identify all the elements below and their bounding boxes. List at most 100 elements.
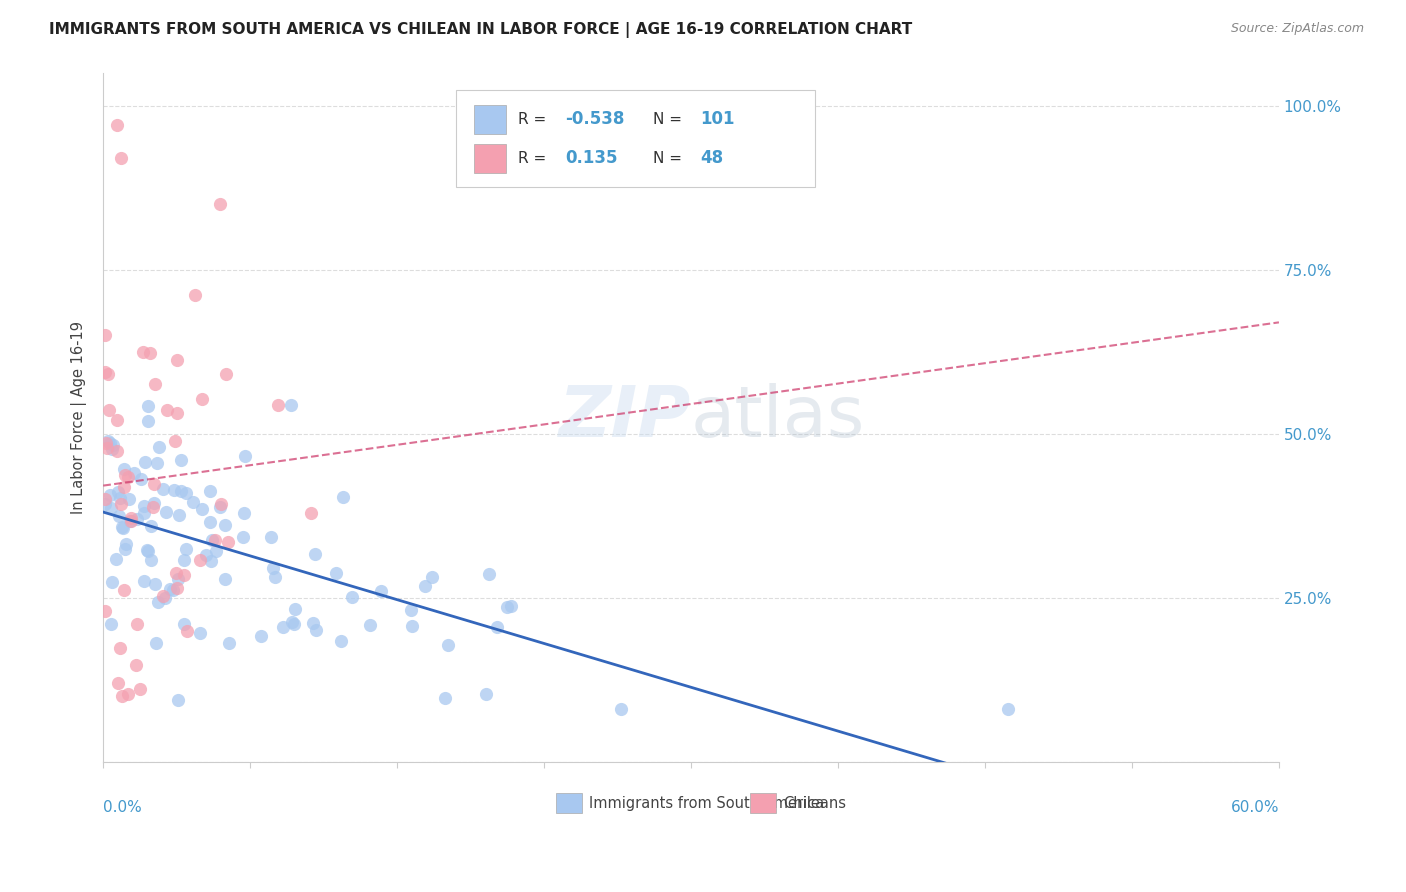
Point <box>129 473 152 487</box>
Point <box>166 582 188 596</box>
Point <box>143 496 166 510</box>
Text: 0.135: 0.135 <box>565 149 617 168</box>
Point <box>94 604 117 618</box>
FancyBboxPatch shape <box>456 90 814 186</box>
Point <box>215 368 238 382</box>
Text: 0.0%: 0.0% <box>103 799 142 814</box>
Point <box>205 544 228 558</box>
Point <box>304 547 326 561</box>
Point <box>117 492 139 507</box>
Point <box>284 602 307 616</box>
Point <box>194 548 217 562</box>
Point <box>159 582 181 597</box>
Point <box>198 515 221 529</box>
Point <box>271 620 294 634</box>
Text: R =: R = <box>519 112 551 127</box>
Point <box>233 449 256 463</box>
Text: atlas: atlas <box>692 383 866 452</box>
Point <box>260 530 283 544</box>
Point <box>165 566 187 581</box>
Text: Chileans: Chileans <box>783 796 846 811</box>
Point <box>208 500 231 514</box>
Point <box>132 499 155 513</box>
Point <box>118 514 141 528</box>
Point <box>139 553 162 567</box>
Text: 60.0%: 60.0% <box>1230 799 1279 814</box>
Point <box>155 591 177 605</box>
FancyBboxPatch shape <box>749 793 776 814</box>
Point <box>105 444 128 458</box>
Point <box>114 480 136 494</box>
Point <box>166 406 188 420</box>
Point <box>101 442 124 456</box>
Point <box>200 483 222 498</box>
Point <box>132 345 155 359</box>
Point <box>156 402 179 417</box>
Point <box>138 413 160 427</box>
Point <box>143 377 166 392</box>
Point <box>173 568 195 582</box>
Point <box>501 599 523 614</box>
Text: N =: N = <box>654 151 688 166</box>
Point <box>475 687 498 701</box>
Point <box>329 633 352 648</box>
Point <box>262 561 284 575</box>
Point <box>117 469 139 483</box>
Point <box>176 624 198 638</box>
Text: -0.538: -0.538 <box>565 110 624 128</box>
Point <box>100 501 122 516</box>
Point <box>105 413 128 427</box>
Point <box>174 486 197 500</box>
Point <box>191 502 214 516</box>
Point <box>127 512 149 526</box>
Point <box>209 497 232 511</box>
Point <box>232 530 254 544</box>
Point <box>145 636 167 650</box>
Point <box>340 591 363 605</box>
Point <box>359 617 381 632</box>
Point <box>170 483 193 498</box>
Point <box>100 616 122 631</box>
FancyBboxPatch shape <box>474 144 506 173</box>
Point <box>146 456 169 470</box>
Point <box>267 398 290 412</box>
Point <box>97 403 120 417</box>
Text: 48: 48 <box>700 149 724 168</box>
Text: IMMIGRANTS FROM SOUTH AMERICA VS CHILEAN IN LABOR FORCE | AGE 16-19 CORRELATION : IMMIGRANTS FROM SOUTH AMERICA VS CHILEAN… <box>49 22 912 38</box>
Point <box>108 509 131 524</box>
Point <box>120 511 142 525</box>
Point <box>105 119 128 133</box>
Text: Immigrants from South America: Immigrants from South America <box>589 796 824 811</box>
Point <box>110 151 132 165</box>
Point <box>477 567 499 582</box>
Point <box>325 566 347 581</box>
Point <box>142 476 165 491</box>
Point <box>134 455 156 469</box>
Point <box>201 533 224 547</box>
Point <box>302 615 325 630</box>
FancyBboxPatch shape <box>474 104 506 134</box>
Point <box>399 603 422 617</box>
Point <box>162 583 184 598</box>
Point <box>94 492 117 507</box>
Point <box>173 552 195 566</box>
Point <box>496 599 519 614</box>
Point <box>413 579 436 593</box>
Point <box>191 392 214 406</box>
Point <box>117 687 139 701</box>
Point <box>148 440 170 454</box>
Point <box>141 519 163 533</box>
Point <box>280 398 302 412</box>
Point <box>98 435 121 450</box>
Point <box>94 436 117 450</box>
Point <box>112 583 135 598</box>
Point <box>437 638 460 652</box>
Point <box>166 353 188 368</box>
Point <box>101 438 124 452</box>
Point <box>332 490 354 504</box>
Point <box>108 491 131 505</box>
Point <box>163 434 186 448</box>
Point <box>167 508 190 523</box>
Point <box>111 689 134 703</box>
Point <box>112 521 135 535</box>
